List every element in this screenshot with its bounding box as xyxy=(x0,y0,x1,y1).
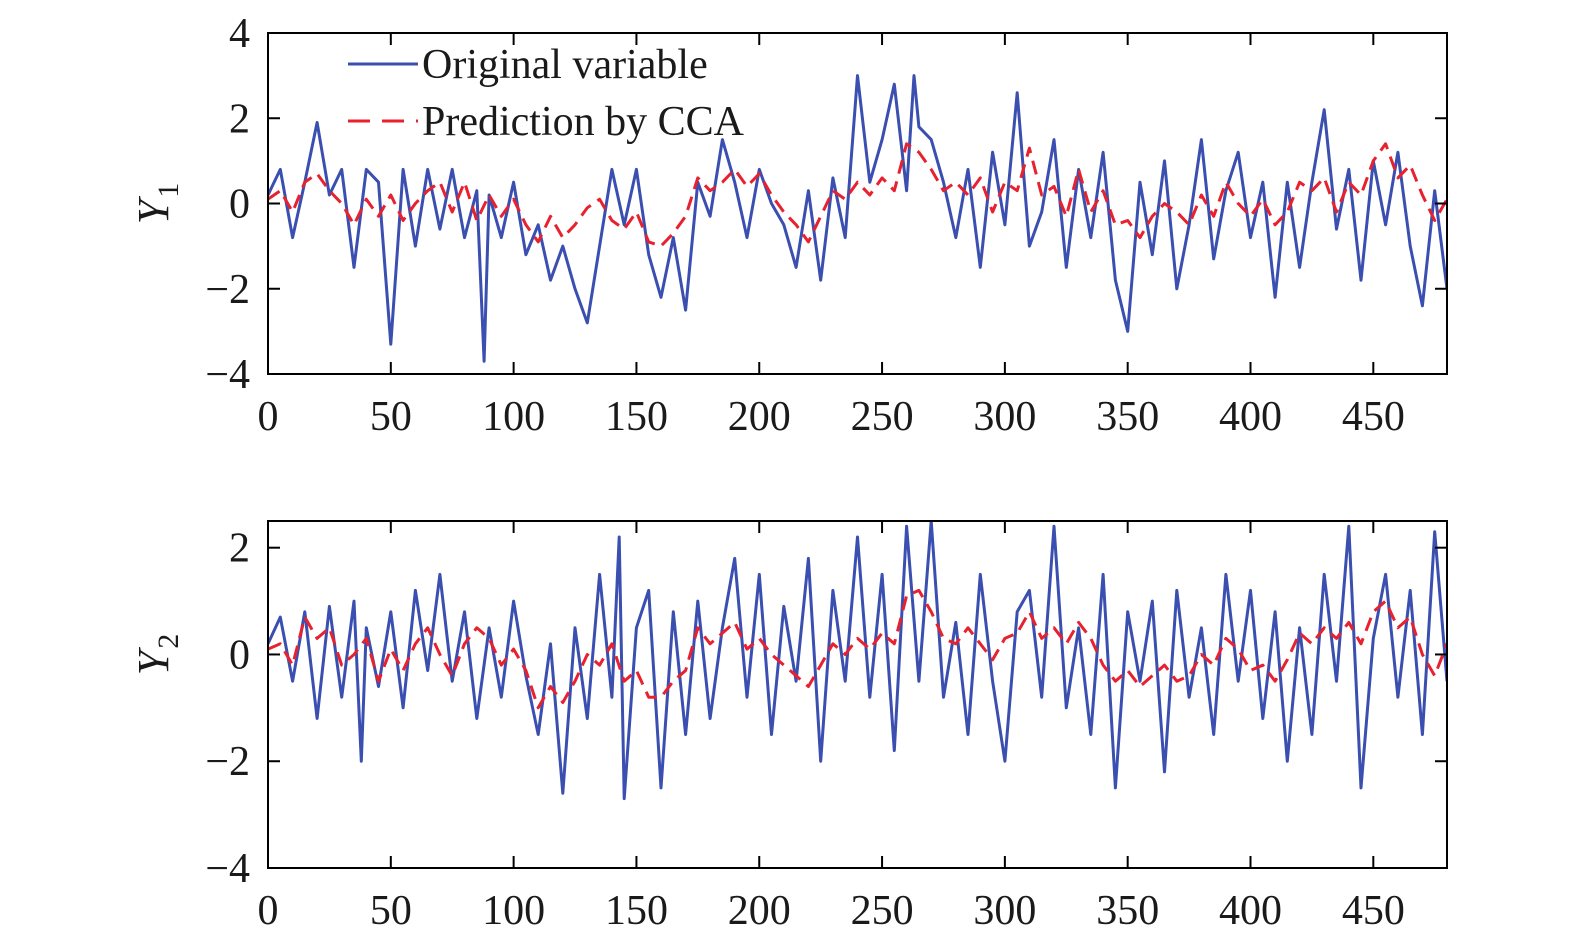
legend-label: Original variable xyxy=(422,42,708,88)
x-tick-label: 0 xyxy=(258,394,279,440)
series-line-prediction xyxy=(268,588,1447,710)
legend-label: Prediction by CCA xyxy=(422,99,745,145)
y-tick-label: 4 xyxy=(229,11,250,57)
x-tick-label: 200 xyxy=(728,394,791,440)
y-tick-label: 0 xyxy=(229,182,250,228)
x-tick-label: 300 xyxy=(973,394,1036,440)
x-tick-label: 150 xyxy=(605,394,668,440)
x-tick-label: 250 xyxy=(851,394,914,440)
x-tick-label: 350 xyxy=(1096,888,1159,934)
y-tick-label: 2 xyxy=(229,96,250,142)
series-line-prediction xyxy=(268,142,1447,248)
y-tick-label: −2 xyxy=(205,739,250,785)
series-line-original xyxy=(268,74,1447,363)
y-tick-label: −4 xyxy=(205,846,250,892)
x-tick-label: 100 xyxy=(482,394,545,440)
x-tick-label: 450 xyxy=(1342,888,1405,934)
chart-panel-1: 0 50 100 150 200 250 300 350 400 450 −4 −2 0 2 4 Y1 Orig… xyxy=(129,11,1448,440)
x-tick-label: 50 xyxy=(370,888,412,934)
x-tick-label: 400 xyxy=(1219,394,1282,440)
y-tick-label: −2 xyxy=(205,267,250,313)
y-tick-label: 0 xyxy=(229,632,250,678)
y-axis-label: Y1 xyxy=(129,183,185,224)
x-tick-label: 400 xyxy=(1219,888,1282,934)
x-tick-label: 300 xyxy=(973,888,1036,934)
x-tick-label: 250 xyxy=(851,888,914,934)
y-axis-label: Y2 xyxy=(129,634,185,675)
x-tick-label: 150 xyxy=(605,888,668,934)
axes-box xyxy=(267,520,1448,869)
legend: Original variable Prediction by CCA xyxy=(348,42,745,145)
x-tick-label: 350 xyxy=(1096,394,1159,440)
x-tick-label: 100 xyxy=(482,888,545,934)
x-tick-label: 450 xyxy=(1342,394,1405,440)
series-line-original xyxy=(268,521,1447,801)
x-tick-label: 50 xyxy=(370,394,412,440)
x-tick-label: 200 xyxy=(728,888,791,934)
y-axis-label-text: Y1 xyxy=(129,183,185,224)
y-axis-label-text: Y2 xyxy=(129,634,185,675)
chart-panel-2: 0 50 100 150 200 250 300 350 400 450 −4 −2 0 2 Y2 xyxy=(129,520,1448,934)
x-tick-label: 0 xyxy=(258,888,279,934)
y-tick-label: 2 xyxy=(229,526,250,572)
y-tick-label: −4 xyxy=(205,352,250,398)
